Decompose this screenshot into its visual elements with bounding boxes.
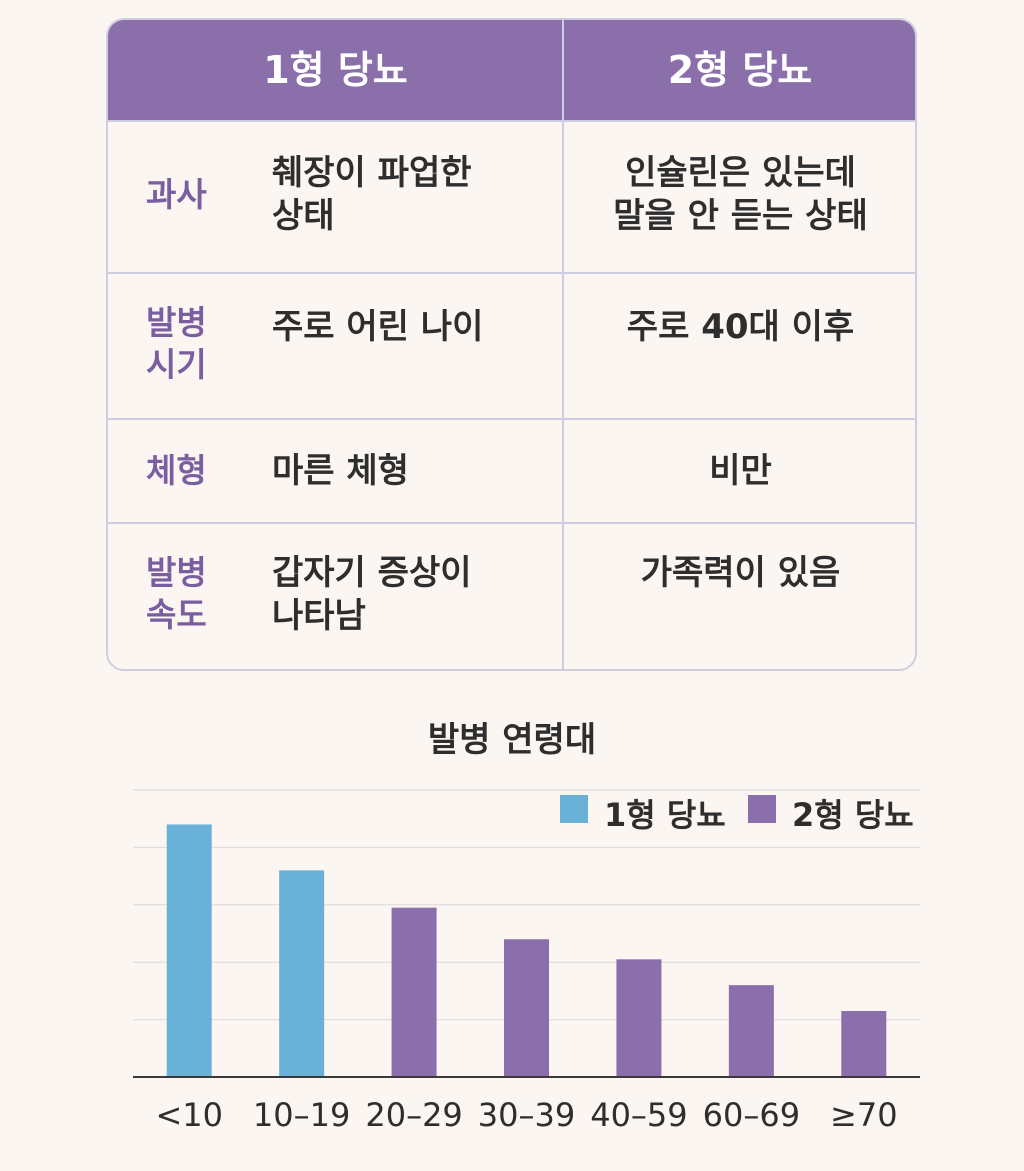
cell-type1: 췌장이 파업한 상태 [272,153,472,236]
row-label: 체형 [146,451,207,490]
table-row-onset-age: 발병 시기 주로 어린 나이 주로 40대 이후 [108,272,915,418]
row-label: 발병 시기 [146,303,207,384]
x-tick-label: 20–29 [365,1096,462,1134]
x-tick-label: <10 [155,1096,223,1134]
row-label: 과사 [146,175,207,214]
column-divider [562,20,564,669]
x-tick-label: 30–39 [478,1096,575,1134]
chart-title: 발병 연령대 [427,720,597,760]
x-tick-label: 10–19 [253,1096,350,1134]
row-label: 발병 속도 [146,553,207,634]
bar-type2-2 [391,907,437,1077]
cell-type2: 비만 [709,451,772,491]
legend-label-type2: 2형 당뇨 [792,796,914,834]
legend-swatch-type2 [748,795,776,823]
legend-label-type1: 1형 당뇨 [604,796,726,834]
table-row-cause: 과사 췌장이 파업한 상태 인슐린은 있는데 말을 안 듣는 상태 [108,120,915,272]
bar-type1-1 [279,870,325,1077]
bar-type1-0 [166,824,212,1077]
x-tick-label: ≥70 [830,1096,898,1134]
x-tick-label: 60–69 [703,1096,800,1134]
table-row-onset-speed: 발병 속도 갑자기 증상이 나타남 가족력이 있음 [108,522,915,669]
table-header: 1형 당뇨 2형 당뇨 [108,20,915,120]
cell-type2: 가족력이 있음 [640,553,841,593]
table-row-body-type: 체형 마른 체형 비만 [108,418,915,522]
cell-type1: 주로 어린 나이 [272,307,484,347]
cell-type1: 갑자기 증상이 나타남 [272,553,472,636]
bar-type2-3 [504,939,549,1077]
header-type2: 2형 당뇨 [667,48,813,92]
cell-type1: 마른 체형 [272,451,409,491]
header-type1: 1형 당뇨 [263,48,408,92]
legend-swatch-type1 [560,795,588,823]
comparison-table: 1형 당뇨 2형 당뇨 과사 췌장이 파업한 상태 인슐린은 있는데 말을 안 … [106,18,917,671]
bar-type2-6 [841,1010,887,1077]
x-tick-label: 40–59 [590,1096,687,1134]
cell-type2: 인슐린은 있는데 말을 안 듣는 상태 [613,153,868,236]
cell-type2: 주로 40대 이후 [626,307,855,347]
bar-type2-5 [728,985,774,1077]
bar-type2-4 [616,959,662,1077]
